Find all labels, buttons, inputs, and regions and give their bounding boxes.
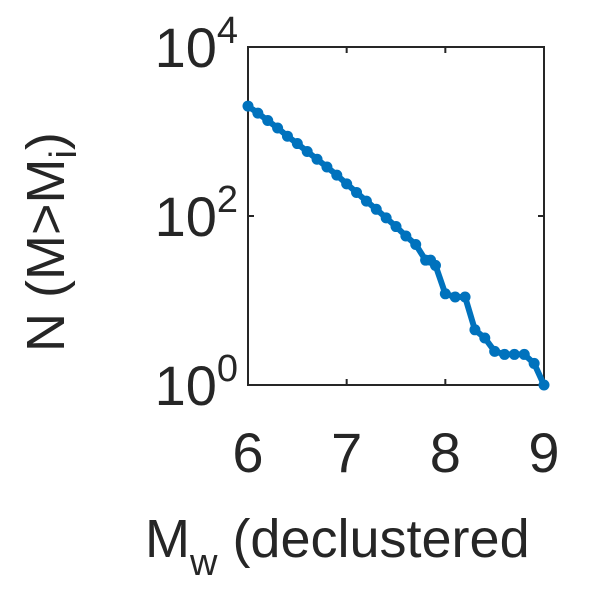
- y-tick-label: 102: [155, 179, 238, 248]
- x-tick-labels: 6 7 8 9: [232, 421, 559, 484]
- data-point: [341, 178, 353, 190]
- series-line: [245, 103, 547, 388]
- data-point: [351, 186, 363, 198]
- data-point: [272, 122, 284, 134]
- data-point: [479, 332, 491, 344]
- y-axis-label: N (M>Mi): [16, 132, 85, 352]
- data-point: [360, 195, 372, 207]
- data-point: [439, 288, 451, 300]
- data-point: [321, 161, 333, 173]
- axes-frame: [247, 46, 545, 386]
- y-tick-label: 104: [155, 10, 238, 79]
- data-point: [331, 169, 343, 181]
- data-point: [252, 107, 264, 119]
- data-point: [281, 130, 293, 142]
- y-tick-labels: 100 102 104: [155, 10, 238, 417]
- data-point: [538, 379, 550, 391]
- data-points: [242, 100, 550, 391]
- data-point: [449, 291, 461, 303]
- data-point: [518, 348, 530, 360]
- x-tick-label: 6: [232, 421, 263, 484]
- data-point: [301, 145, 313, 157]
- data-point: [242, 100, 254, 112]
- data-point: [410, 238, 422, 250]
- data-point: [508, 348, 520, 360]
- data-point: [390, 221, 402, 233]
- x-tick-label: 9: [528, 421, 559, 484]
- x-tick-label: 7: [331, 421, 362, 484]
- data-point: [400, 230, 412, 242]
- y-tick-label: 100: [155, 348, 238, 417]
- data-point: [370, 203, 382, 215]
- x-axis-label: Mw (declustered: [145, 509, 530, 584]
- data-point: [528, 357, 540, 369]
- x-tick-label: 8: [430, 421, 461, 484]
- data-point: [429, 259, 441, 271]
- data-point: [262, 114, 274, 126]
- data-point: [489, 345, 501, 357]
- data-point: [380, 212, 392, 224]
- data-point: [499, 348, 511, 360]
- tick-marks: [247, 46, 545, 386]
- data-point: [291, 138, 303, 150]
- data-point: [459, 291, 471, 303]
- data-point: [311, 153, 323, 165]
- data-point: [469, 324, 481, 336]
